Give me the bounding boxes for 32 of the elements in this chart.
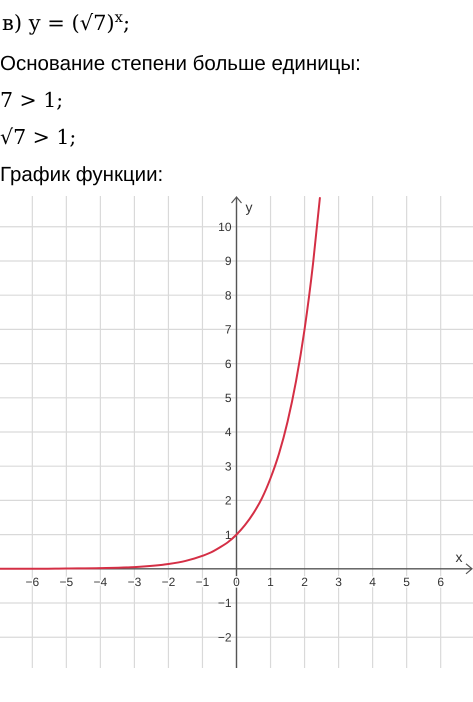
x-tick-label: 1 [267,574,274,589]
y-tick-label: 1 [224,528,232,542]
y-tick-label: 3 [224,459,232,474]
x-tick-label: −5 [60,574,74,589]
y-tick-label: −2 [218,630,232,644]
y-tick-label: 2 [224,494,232,508]
y-tick-label: 7 [224,322,232,337]
x-tick-label: 4 [369,574,376,589]
y-tick-label: 4 [224,425,232,440]
text: 7 > 1; [0,88,64,112]
x-tick-label: 5 [403,574,410,589]
text: √7 > 1; [0,125,76,149]
text: Основание степени больше единицы: [0,52,361,75]
x-tick-label: −4 [94,574,108,589]
x-axis-title: x [456,548,462,565]
y-axis-title: y [246,199,252,215]
x-tick-label: −6 [25,574,40,589]
chart-title: в) y = (√7)$^{x}$; [2,8,130,35]
x-tick-label: −3 [128,574,142,589]
x-tick-label: 3 [335,574,342,589]
x-tick-label: −1 [196,574,210,589]
y-tick-label: 10 [218,220,232,234]
text: График функции: [0,163,164,186]
y-tick-label: −1 [218,596,232,610]
y-tick-label: 8 [224,288,232,302]
y-tick-label: 9 [224,254,232,268]
y-tick-label: 5 [224,390,232,405]
x-tick-label: 2 [301,574,308,589]
line-series [0,197,321,570]
x-tick-label: 6 [437,574,444,589]
x-tick-label: −2 [162,574,176,589]
y-tick-label: 6 [224,356,232,371]
